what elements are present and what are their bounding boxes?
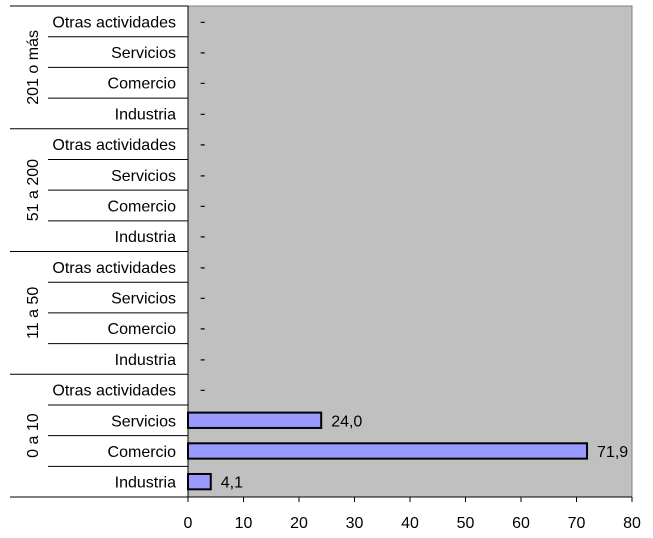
bar xyxy=(187,442,589,460)
bar xyxy=(187,411,323,429)
data-label: - xyxy=(200,105,205,122)
labels: 0 10 20 30 40 50 60 70 80 Industria 4,1 Comercio 71,… xyxy=(25,13,641,532)
data-label: - xyxy=(200,320,205,337)
category-label: Comercio xyxy=(108,321,177,338)
data-label: - xyxy=(200,259,205,276)
data-label: 24,0 xyxy=(331,413,362,430)
category-label: Industria xyxy=(115,352,176,369)
category-label: Servicios xyxy=(111,413,176,430)
x-tick-label: 70 xyxy=(568,515,586,532)
category-label: Otras actividades xyxy=(52,260,176,277)
data-label: - xyxy=(200,228,205,245)
data-label: - xyxy=(200,75,205,92)
bar xyxy=(187,472,212,491)
x-tick-label: 0 xyxy=(184,515,193,532)
data-label: - xyxy=(200,351,205,368)
category-label: Otras actividades xyxy=(52,137,176,154)
x-tick-label: 30 xyxy=(346,515,364,532)
data-label: - xyxy=(200,290,205,307)
x-tick-label: 50 xyxy=(457,515,475,532)
data-label: - xyxy=(200,382,205,399)
data-label: 71,9 xyxy=(597,444,628,461)
category-label: Industria xyxy=(115,229,176,246)
group-label: 11 a 50 xyxy=(25,287,42,339)
category-label: Otras actividades xyxy=(52,383,176,400)
group-label: 51 a 200 xyxy=(25,159,42,221)
category-label: Comercio xyxy=(108,444,177,461)
data-label: 4,1 xyxy=(221,475,243,492)
group-label: 201 o más xyxy=(25,30,42,105)
data-label: - xyxy=(200,13,205,30)
data-label: - xyxy=(200,197,205,214)
category-label: Comercio xyxy=(108,76,177,93)
x-tick-label: 60 xyxy=(512,515,530,532)
category-label: Servicios xyxy=(111,168,176,185)
data-label: - xyxy=(200,136,205,153)
bars xyxy=(187,411,589,491)
x-tick-label: 10 xyxy=(235,515,253,532)
category-label: Otras actividades xyxy=(52,14,176,31)
category-label: Industria xyxy=(115,475,176,492)
category-label: Servicios xyxy=(111,291,176,308)
category-label: Comercio xyxy=(108,198,177,215)
group-label: 0 a 10 xyxy=(25,413,42,458)
data-label: - xyxy=(200,167,205,184)
x-tick-label: 40 xyxy=(401,515,419,532)
data-label: - xyxy=(200,44,205,61)
x-tick-label: 20 xyxy=(290,515,308,532)
category-label: Servicios xyxy=(111,45,176,62)
x-tick-label: 80 xyxy=(623,515,641,532)
category-label: Industria xyxy=(115,106,176,123)
